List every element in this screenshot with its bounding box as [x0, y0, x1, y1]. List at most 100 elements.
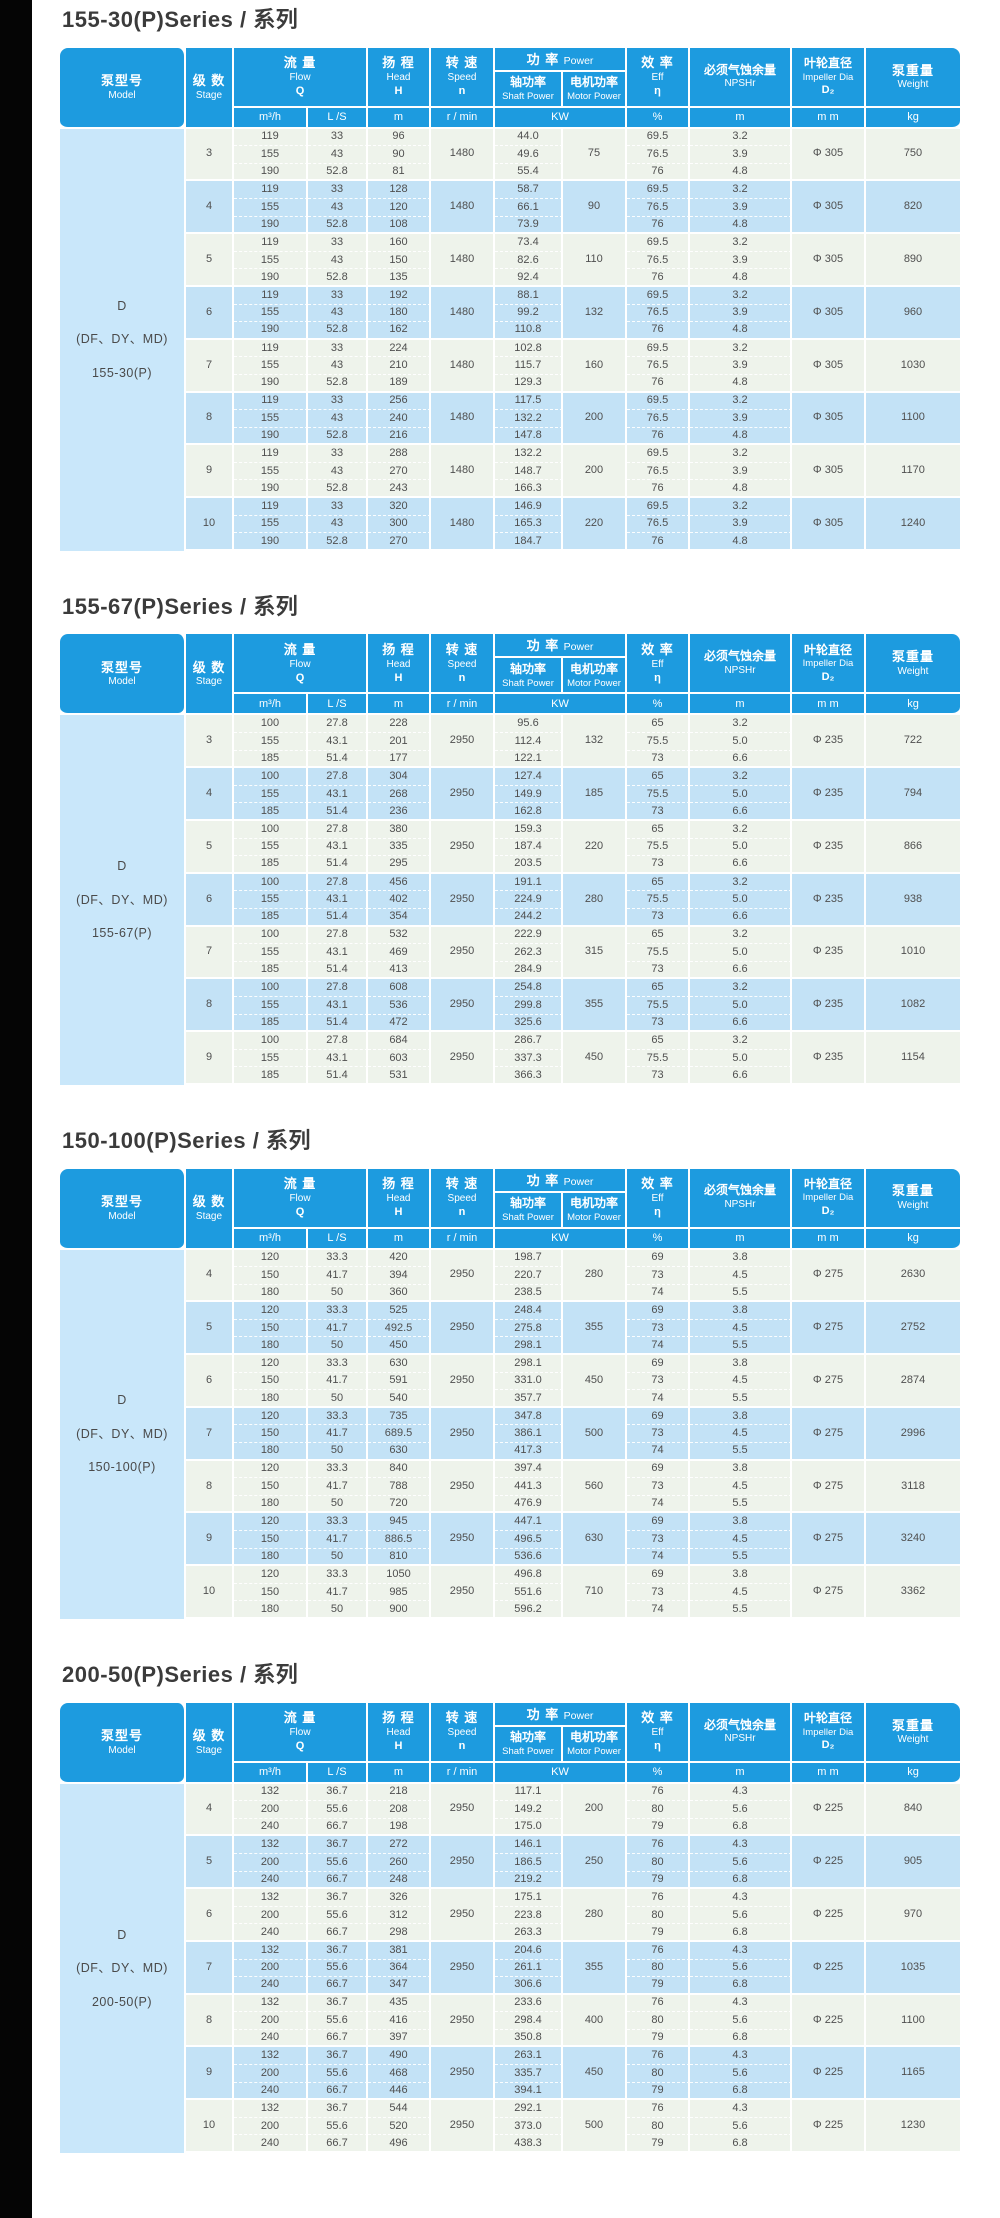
- eff-cell: 69.5: [627, 181, 690, 199]
- flow-m3h-cell: 119: [234, 286, 308, 305]
- shaft-power-cell: 117.1: [495, 1783, 563, 1802]
- eff-cell: 74: [627, 1548, 690, 1567]
- eff-cell: 76: [627, 533, 690, 551]
- flow-m3h-cell: 155: [234, 733, 308, 751]
- motor-power-header: 电机功率 Motor Power: [563, 1192, 627, 1229]
- head-cell: 788: [368, 1478, 431, 1496]
- speed-unit-label: r / min: [446, 1766, 478, 1779]
- model-column-header: 泵型号 Model: [60, 47, 186, 129]
- flow-m3h-cell: 150: [234, 1372, 308, 1391]
- series-title: 150-100(P)Series / 系列: [62, 1127, 311, 1153]
- head-cell: 360: [368, 1284, 431, 1303]
- flow-ls-cell: 43.1: [308, 996, 368, 1015]
- motor-power-cell: 315: [563, 926, 627, 980]
- flow-m3h-cell: 120: [234, 1355, 308, 1373]
- model-line: (DF、DY、MD): [76, 332, 168, 347]
- shaft-power-cell: 184.7: [495, 533, 563, 551]
- flow-ls-cell: 52.8: [308, 269, 368, 287]
- head-cell: 320: [368, 498, 431, 516]
- npshr-column-header: 必须气蚀余量 NPSHr: [690, 634, 792, 695]
- impeller-column-header-label: 叶轮直径: [803, 642, 852, 657]
- data-row: 150 41.7 394 220.7 73 4.5: [60, 1267, 960, 1285]
- head-cell: 354: [368, 908, 431, 927]
- impeller-cell: Φ 305: [792, 498, 866, 551]
- power-column-header: 功 率 Power: [495, 634, 627, 659]
- data-row: 155 43.1 603 337.3 75.5 5.0: [60, 1049, 960, 1068]
- shaft-power-cell: 397.4: [495, 1460, 563, 1479]
- weight-unit-label: kg: [907, 1232, 919, 1244]
- eff-unit-label: %: [652, 1232, 663, 1244]
- weight-cell: 1082: [866, 979, 960, 1033]
- motor-power-header-label: 电机功率: [569, 1730, 618, 1745]
- flow-m3h-cell: 155: [234, 996, 308, 1015]
- head-cell: 536: [368, 996, 431, 1015]
- impeller-column-header-label: Impeller Dia: [802, 71, 854, 83]
- npshr-unit: m: [690, 694, 792, 716]
- eff-cell: 79: [627, 1977, 690, 1995]
- impeller-cell: Φ 275: [792, 1566, 866, 1619]
- npshr-cell: 6.8: [690, 2082, 792, 2101]
- eff-cell: 76.5: [627, 146, 690, 164]
- impeller-cell: Φ 305: [792, 234, 866, 287]
- npshr-cell: 6.6: [690, 750, 792, 769]
- head-cell: 402: [368, 891, 431, 909]
- head-cell: 268: [368, 785, 431, 804]
- motor-power-cell: 500: [563, 2100, 627, 2154]
- head-unit-label: m: [393, 1232, 404, 1244]
- shaft-power-header-label: Shaft Power: [502, 1211, 554, 1223]
- npshr-cell: 6.8: [690, 2029, 792, 2048]
- impeller-unit-label: m m: [817, 697, 839, 710]
- shaft-power-cell: 238.5: [495, 1284, 563, 1303]
- eff-cell: 80: [627, 2065, 690, 2083]
- flow-m3h-cell: 155: [234, 198, 308, 217]
- flow-column-header: 流 量 Flow Q: [234, 634, 368, 695]
- stage-cell: 8: [186, 1460, 234, 1514]
- speed-column-header-label: 转 速: [445, 55, 479, 71]
- header-row-units: m³/h L /S m r / min KW% m m m kg: [60, 1762, 960, 1784]
- flow-ls-cell: 43: [308, 410, 368, 428]
- data-row: 180 50 360 238.5 74 5.5: [60, 1284, 960, 1303]
- power-en-label: Power: [563, 54, 594, 67]
- shaft-power-cell: 95.6: [495, 715, 563, 734]
- eff-column-header: 效 率 Eff η: [627, 1168, 690, 1229]
- npshr-cell: 5.6: [690, 2117, 792, 2136]
- flow-m3h-cell: 185: [234, 1014, 308, 1033]
- weight-cell: 1230: [866, 2100, 960, 2154]
- flow-ls-cell: 33: [308, 498, 368, 516]
- model-column-header-label: 泵型号: [100, 659, 143, 675]
- speed-unit-label: r / min: [446, 111, 478, 124]
- pump-spec-table: 泵型号 Model 级 数 Stage 流 量 Flow Q 扬 程 Head H 转 速 Speed…: [60, 1702, 960, 2154]
- shaft-power-cell: 147.8: [495, 427, 563, 446]
- model-text: D (DF、DY、MD) 155-30(P): [60, 300, 184, 380]
- data-row: 185 51.4 413 284.9 73 6.6: [60, 961, 960, 980]
- flow-m3h-cell: 240: [234, 2135, 308, 2154]
- head-cell: 416: [368, 2012, 431, 2030]
- shaft-power-cell: 73.4: [495, 234, 563, 252]
- flow-m3h-cell: 120: [234, 1407, 308, 1426]
- shaft-power-cell: 55.4: [495, 163, 563, 182]
- eff-unit: %: [627, 1762, 690, 1784]
- head-cell: 295: [368, 856, 431, 874]
- stage-cell: 6: [186, 873, 234, 927]
- eff-cell: 75.5: [627, 785, 690, 804]
- npshr-cell: 5.0: [690, 838, 792, 857]
- flow-ls-cell: 66.7: [308, 1924, 368, 1942]
- power-en-label: Power: [563, 1175, 594, 1188]
- flow-ls-unit: L /S: [308, 107, 368, 129]
- flow-m3h-cell: 132: [234, 1994, 308, 2013]
- head-cell: 272: [368, 1836, 431, 1854]
- flow-ls-unit-label: L /S: [327, 111, 347, 124]
- impeller-column-header: 叶轮直径 Impeller Dia D₂: [792, 1702, 866, 1763]
- eff-cell: 79: [627, 2082, 690, 2101]
- shaft-power-header-label: Shaft Power: [502, 90, 554, 102]
- npshr-cell: 3.9: [690, 198, 792, 217]
- shaft-power-cell: 286.7: [495, 1032, 563, 1050]
- impeller-cell: Φ 235: [792, 926, 866, 980]
- flow-ls-cell: 55.6: [308, 2117, 368, 2136]
- flow-m3h-cell: 200: [234, 2065, 308, 2083]
- stage-cell: 5: [186, 1302, 234, 1356]
- flow-ls-cell: 66.7: [308, 2082, 368, 2101]
- speed-cell: 2950: [431, 1889, 495, 1942]
- eff-cell: 69.5: [627, 392, 690, 411]
- head-column-header: 扬 程 Head H: [368, 47, 431, 108]
